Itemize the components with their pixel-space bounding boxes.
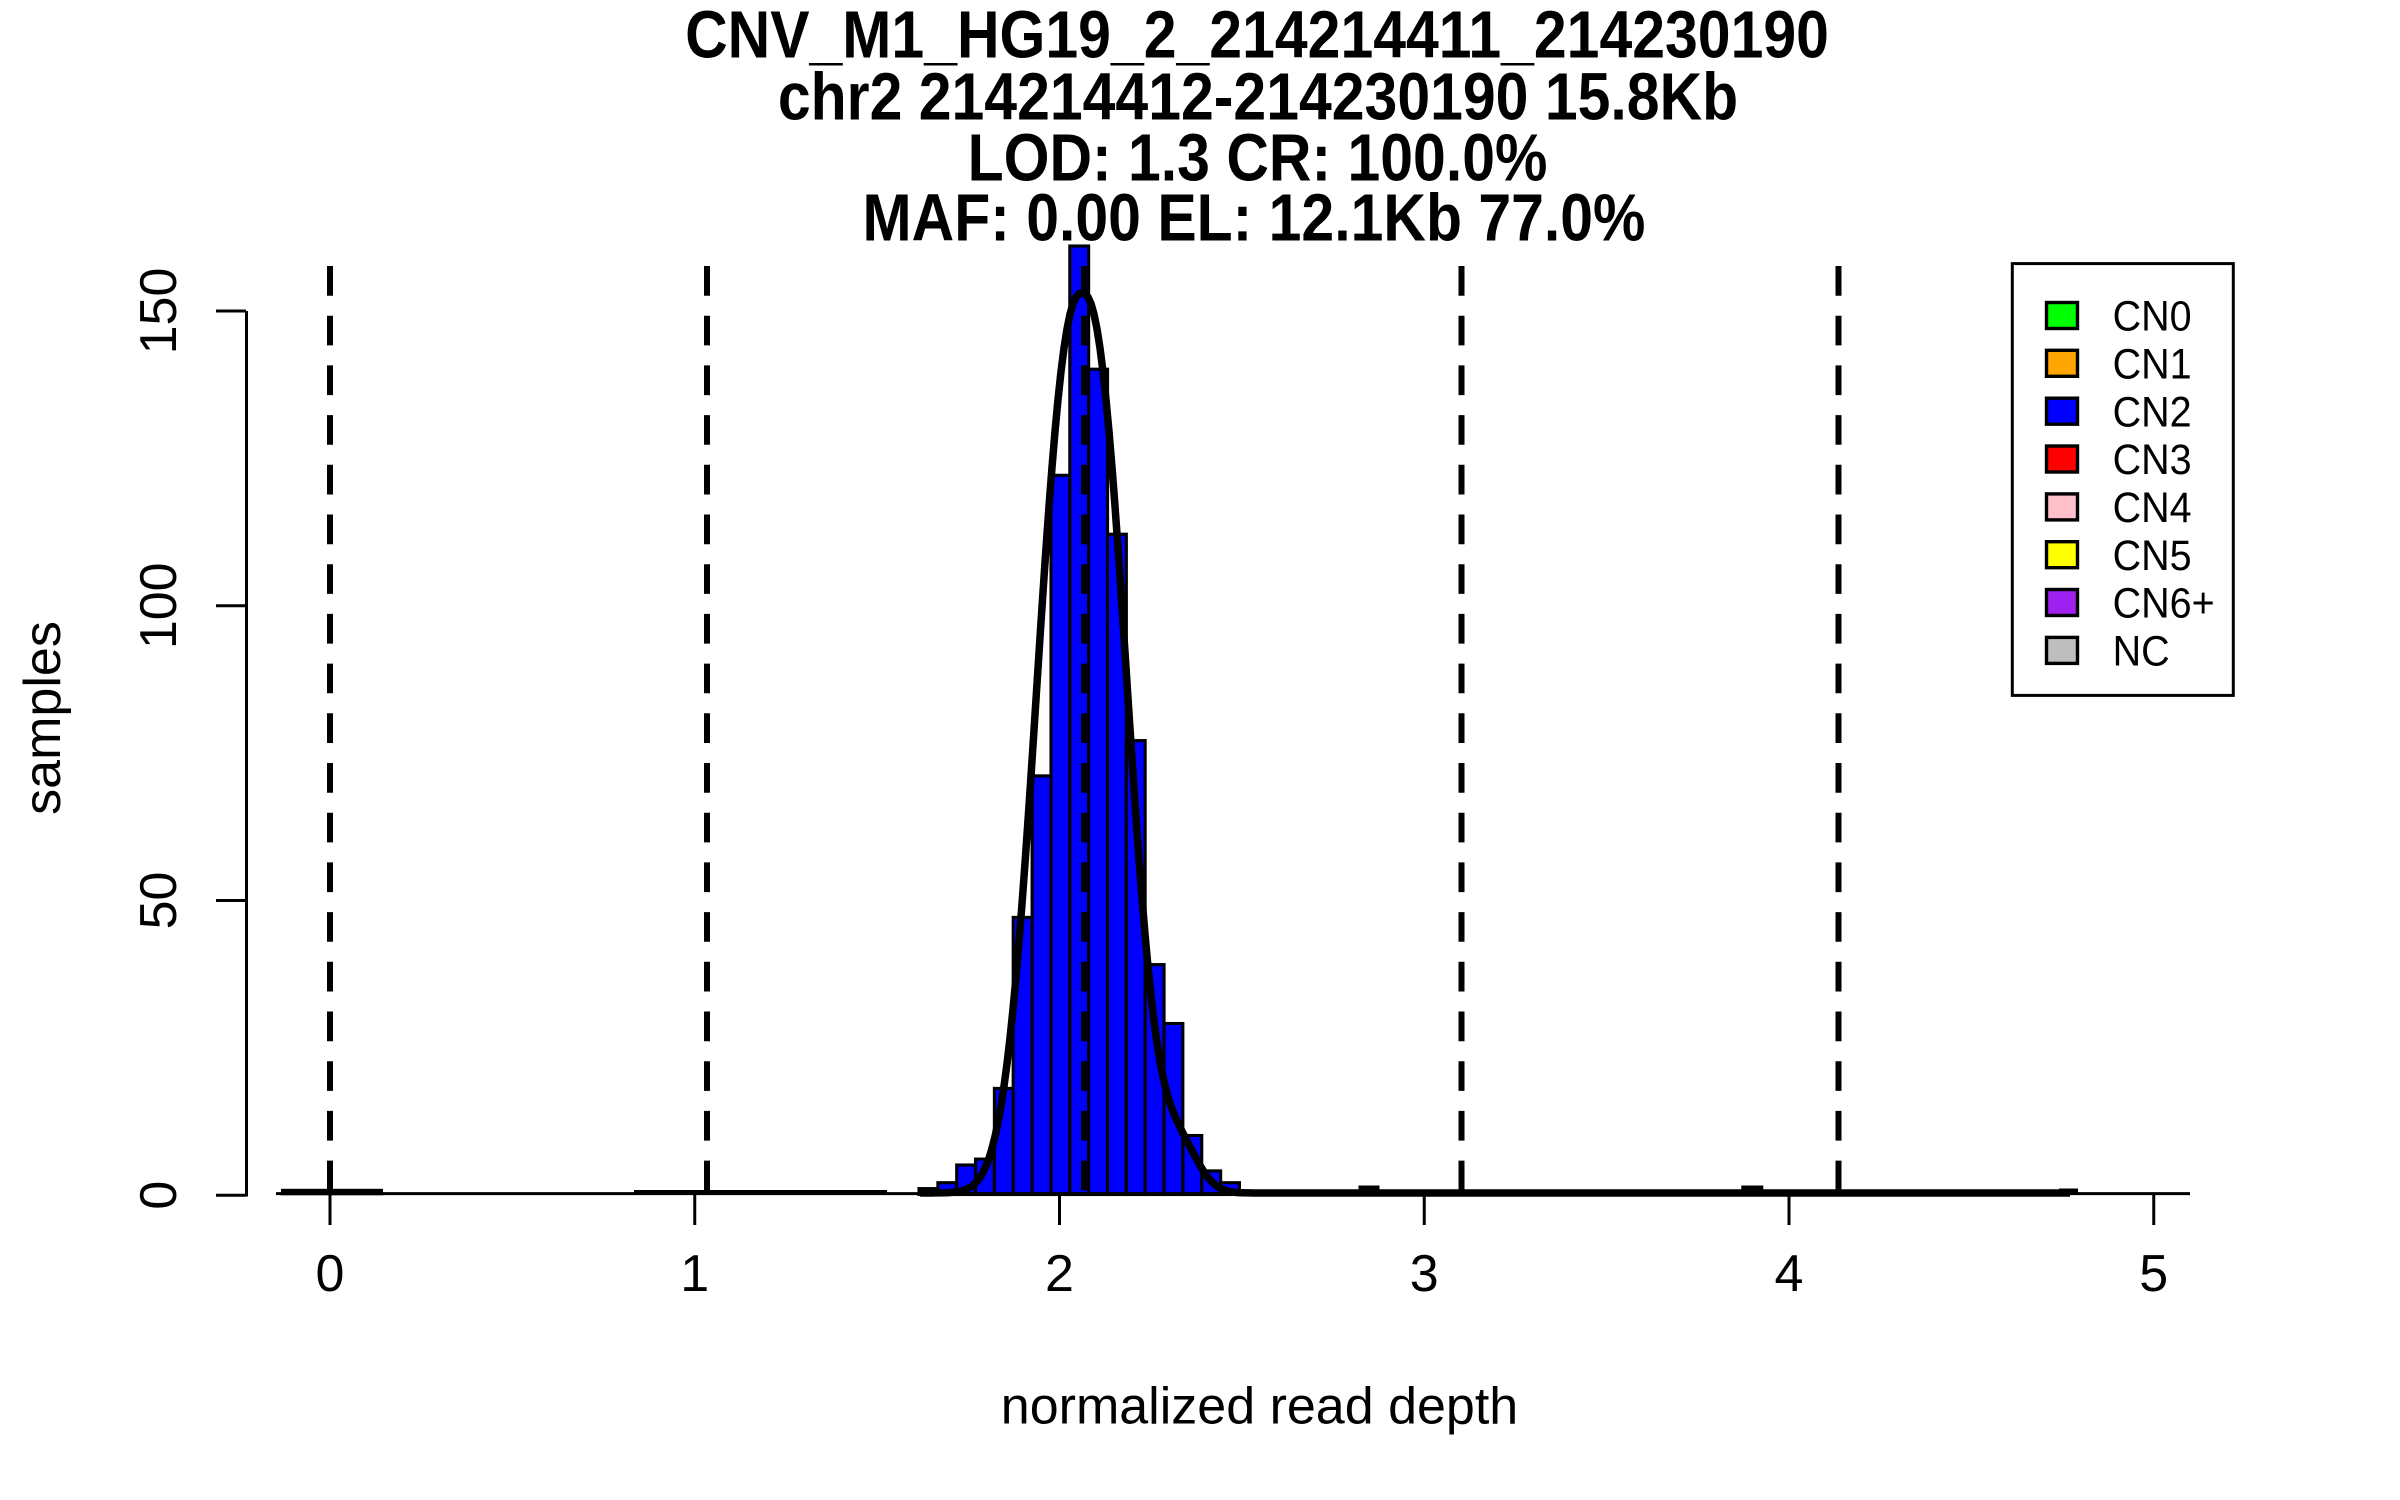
- svg-text:0: 0: [130, 1181, 188, 1210]
- svg-text:50: 50: [130, 872, 188, 930]
- svg-text:CN2: CN2: [2113, 388, 2192, 436]
- svg-text:CN5: CN5: [2113, 531, 2192, 579]
- svg-text:NC: NC: [2113, 627, 2170, 675]
- svg-text:100: 100: [130, 562, 188, 649]
- svg-text:3: 3: [1410, 1245, 1439, 1303]
- svg-text:1: 1: [680, 1245, 709, 1303]
- svg-text:CN6+: CN6+: [2113, 579, 2215, 627]
- svg-text:4: 4: [1775, 1245, 1804, 1303]
- svg-text:5: 5: [2139, 1245, 2168, 1303]
- svg-text:0: 0: [316, 1245, 345, 1303]
- svg-text:MAF: 0.00 EL: 12.1Kb 77.0%: MAF: 0.00 EL: 12.1Kb 77.0%: [863, 181, 1646, 255]
- svg-text:150: 150: [130, 268, 188, 355]
- svg-text:LOD: 1.3 CR: 100.0%: LOD: 1.3 CR: 100.0%: [968, 121, 1548, 195]
- svg-text:2: 2: [1045, 1245, 1074, 1303]
- svg-text:chr2 214214412-214230190 15.8K: chr2 214214412-214230190 15.8Kb: [778, 60, 1738, 134]
- svg-text:samples: samples: [14, 621, 72, 815]
- svg-text:CN3: CN3: [2113, 436, 2192, 484]
- svg-text:CN0: CN0: [2113, 292, 2192, 340]
- svg-text:normalized read depth: normalized read depth: [1001, 1378, 1518, 1436]
- svg-text:CN4: CN4: [2113, 484, 2192, 532]
- svg-text:CN1: CN1: [2113, 340, 2192, 388]
- svg-text:CNV_M1_HG19_2_214214411_214230: CNV_M1_HG19_2_214214411_214230190: [685, 0, 1829, 72]
